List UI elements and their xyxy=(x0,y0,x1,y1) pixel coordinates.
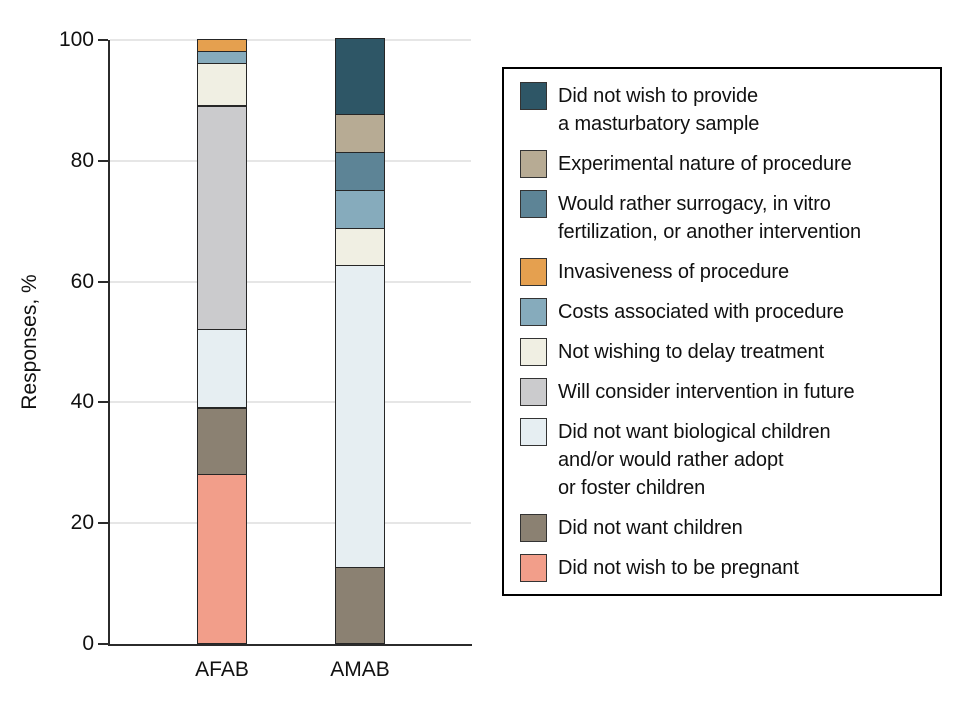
legend-item: Did not wish to be pregnant xyxy=(520,554,924,582)
y-axis-line xyxy=(108,40,110,646)
legend-label: Experimental nature of procedure xyxy=(558,153,852,175)
legend-swatch xyxy=(520,298,547,326)
legend-swatch xyxy=(520,378,547,406)
legend-item: Invasiveness of procedure xyxy=(520,258,924,286)
x-category-label: AMAB xyxy=(330,658,390,681)
y-tick xyxy=(98,39,108,41)
bar-segment xyxy=(335,227,385,266)
legend-item: Would rather surrogacy, in vitro fertiliz… xyxy=(520,190,924,246)
legend: Did not wish to provide a masturbatory sa… xyxy=(502,67,942,596)
legend-item: Experimental nature of procedure xyxy=(520,150,924,178)
gridline xyxy=(110,159,471,162)
legend-item: Did not want children xyxy=(520,514,924,542)
x-category-label: AFAB xyxy=(195,658,249,681)
bar-segment xyxy=(197,328,247,408)
legend-label: Did not want children xyxy=(558,517,743,539)
legend-label: Would rather surrogacy, in vitro fertiliz… xyxy=(558,193,862,243)
y-tick xyxy=(98,522,108,525)
legend-item: Not wishing to delay treatment xyxy=(520,338,924,366)
y-tick xyxy=(98,280,108,283)
y-tick-label: 60 xyxy=(70,269,94,293)
legend-label: Did not want biological children and/or w… xyxy=(558,421,831,499)
y-tick-label: 20 xyxy=(70,511,94,535)
legend-swatch xyxy=(520,190,547,218)
legend-label: Did not wish to provide a masturbatory sa… xyxy=(558,85,760,135)
x-axis-line xyxy=(108,644,472,646)
gridline xyxy=(110,401,471,404)
bar-segment xyxy=(335,114,385,153)
bar-segment xyxy=(197,51,247,64)
gridline xyxy=(110,522,471,525)
bar-segment xyxy=(335,567,385,644)
bar-segment xyxy=(335,152,385,191)
gridline xyxy=(110,280,471,283)
legend-swatch xyxy=(520,258,547,286)
legend-swatch xyxy=(520,82,547,110)
legend-swatch xyxy=(520,338,547,366)
legend-item: Did not want biological children and/or w… xyxy=(520,418,924,502)
bar-segment xyxy=(197,474,247,644)
legend-swatch xyxy=(520,150,547,178)
bar-segment xyxy=(335,38,385,115)
legend-swatch xyxy=(520,514,547,542)
bar-segment xyxy=(335,265,385,568)
legend-item: Will consider intervention in future xyxy=(520,378,924,406)
legend-label: Invasiveness of procedure xyxy=(558,261,789,283)
y-tick xyxy=(98,643,108,645)
bar-segment xyxy=(197,106,247,330)
plot-area: 0 20 40 60 80 100 AFAB AMAB xyxy=(59,28,471,681)
bar-segment xyxy=(197,39,247,52)
gridline xyxy=(110,39,471,41)
bar-segment xyxy=(197,63,247,106)
y-tick-label: 0 xyxy=(82,632,94,655)
y-tick xyxy=(98,159,108,162)
legend-label: Costs associated with procedure xyxy=(558,301,844,323)
legend-item: Costs associated with procedure xyxy=(520,298,924,326)
y-tick-label: 80 xyxy=(70,148,94,172)
bar-segment xyxy=(335,190,385,229)
y-tick xyxy=(98,401,108,404)
legend-label: Will consider intervention in future xyxy=(558,381,855,403)
y-tick-label: 40 xyxy=(70,390,94,414)
bar-segment xyxy=(197,408,247,475)
legend-swatch xyxy=(520,418,547,446)
legend-label: Did not wish to be pregnant xyxy=(558,557,799,579)
y-tick-label: 100 xyxy=(58,28,94,51)
legend-label: Not wishing to delay treatment xyxy=(558,341,825,363)
legend-swatch xyxy=(520,554,547,582)
legend-item: Did not wish to provide a masturbatory sa… xyxy=(520,82,924,138)
